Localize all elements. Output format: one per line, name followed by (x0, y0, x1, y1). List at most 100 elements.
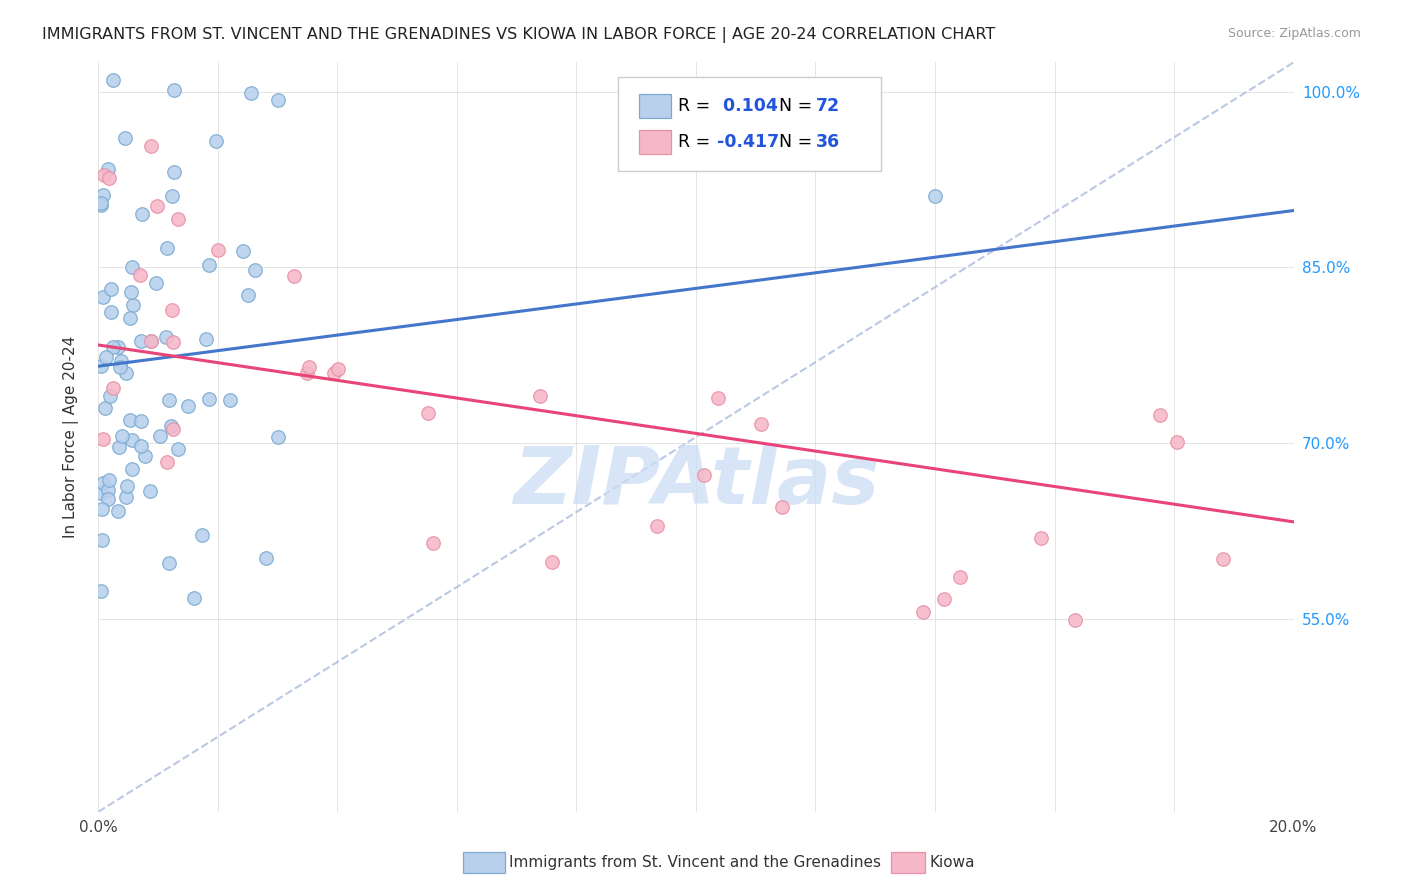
Point (1166, 434, 1188, 449)
Point (122, 298, 145, 312)
Text: ZIPAtlas: ZIPAtlas (513, 443, 879, 521)
Point (157, 393, 180, 408)
Point (121, 260, 143, 275)
Point (770, 500, 793, 514)
Point (146, 198, 169, 212)
Text: 0.104: 0.104 (717, 97, 779, 115)
Point (90, 533, 112, 547)
Point (93, 168, 115, 182)
Point (155, 330, 177, 344)
Point (541, 555, 564, 569)
Point (163, 83, 186, 97)
Point (107, 504, 129, 518)
Point (297, 366, 319, 380)
Point (90, 196, 112, 211)
Point (91, 290, 114, 304)
Point (232, 244, 254, 258)
Point (120, 285, 142, 300)
Text: R =: R = (678, 133, 716, 151)
Point (118, 413, 141, 427)
Point (283, 269, 305, 284)
Point (131, 334, 153, 348)
Point (167, 442, 190, 456)
Text: N =: N = (768, 133, 817, 151)
Point (267, 430, 290, 444)
Point (160, 419, 183, 434)
Point (108, 440, 131, 454)
FancyBboxPatch shape (619, 78, 882, 171)
Point (97, 483, 120, 498)
Point (115, 479, 138, 493)
Point (219, 393, 242, 408)
Point (160, 189, 183, 203)
Point (145, 276, 167, 290)
Point (156, 455, 179, 469)
Point (129, 414, 152, 428)
Point (647, 519, 669, 533)
Text: Source: ZipAtlas.com: Source: ZipAtlas.com (1227, 27, 1361, 40)
Y-axis label: In Labor Force | Age 20-24: In Labor Force | Age 20-24 (63, 336, 79, 538)
Point (1064, 614, 1087, 628)
Point (91, 475, 114, 490)
Point (911, 605, 934, 619)
Point (94, 401, 117, 415)
Point (131, 207, 153, 221)
Point (114, 131, 136, 145)
Point (1031, 531, 1053, 545)
Point (157, 556, 180, 570)
Text: N =: N = (768, 97, 817, 115)
Point (110, 360, 132, 375)
Point (118, 311, 141, 326)
Point (240, 86, 263, 100)
FancyBboxPatch shape (638, 94, 671, 118)
Point (693, 468, 716, 483)
Point (107, 340, 129, 354)
Point (90, 486, 112, 500)
Point (100, 281, 122, 295)
Point (115, 490, 138, 504)
Point (114, 366, 136, 380)
Point (128, 268, 150, 282)
Text: -0.417: -0.417 (717, 133, 779, 151)
Point (924, 189, 946, 203)
Point (198, 392, 221, 406)
Point (91, 187, 114, 202)
Point (707, 392, 730, 406)
Point (298, 360, 321, 375)
Point (139, 139, 162, 153)
Point (166, 212, 188, 227)
Point (1149, 408, 1171, 422)
Point (160, 303, 183, 318)
Point (1212, 552, 1234, 566)
Point (422, 536, 444, 550)
Point (204, 134, 226, 148)
FancyBboxPatch shape (638, 130, 671, 153)
Point (156, 241, 179, 255)
Point (97, 491, 120, 506)
Point (195, 332, 218, 346)
Point (322, 366, 344, 380)
Point (139, 334, 162, 348)
Point (90, 584, 112, 599)
Point (163, 164, 186, 178)
Point (416, 406, 439, 420)
Point (110, 353, 132, 368)
Point (121, 433, 143, 447)
Point (236, 288, 259, 302)
Text: 36: 36 (815, 133, 839, 151)
Point (207, 243, 229, 257)
Text: R =: R = (678, 97, 716, 115)
Point (90, 359, 112, 374)
Point (254, 550, 277, 565)
Point (177, 399, 200, 413)
Point (162, 422, 184, 436)
Text: IMMIGRANTS FROM ST. VINCENT AND THE GRENADINES VS KIOWA IN LABOR FORCE | AGE 20-: IMMIGRANTS FROM ST. VINCENT AND THE GREN… (42, 27, 995, 43)
Text: Kiowa: Kiowa (929, 855, 974, 870)
Point (932, 591, 955, 606)
Point (97, 162, 120, 177)
Point (134, 449, 156, 463)
Point (149, 429, 172, 443)
Point (121, 462, 143, 476)
Point (90, 501, 112, 516)
Point (91, 433, 114, 447)
